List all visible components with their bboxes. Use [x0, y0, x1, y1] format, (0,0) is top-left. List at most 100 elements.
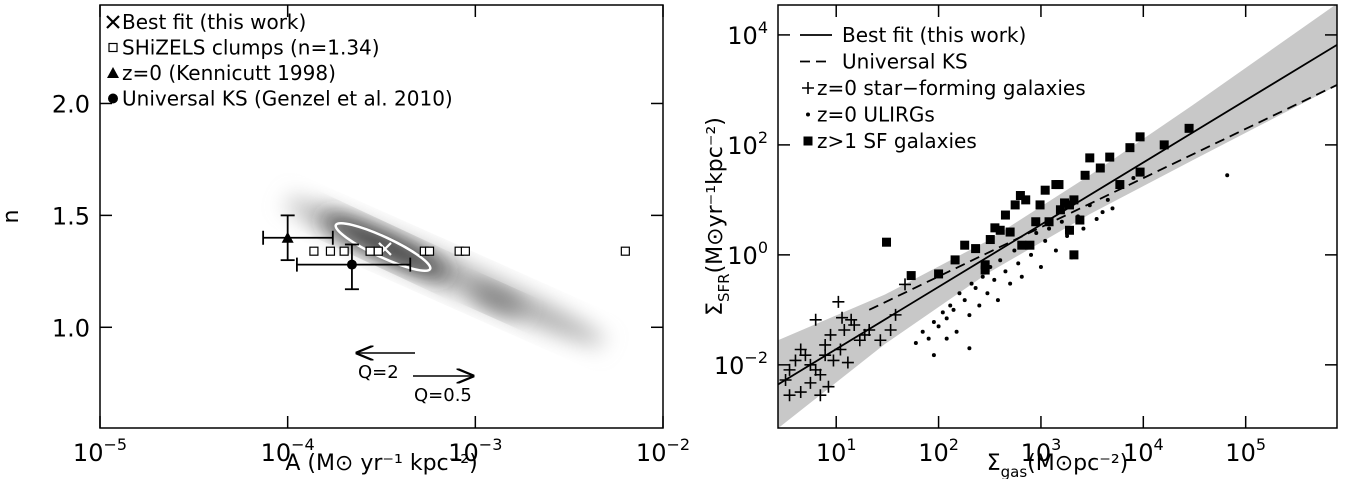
tick-exponent: 2 — [758, 128, 768, 147]
square-marker — [460, 246, 470, 256]
legend-label: Universal KS — [842, 50, 968, 74]
plus-marker — [836, 311, 849, 324]
square-marker — [424, 246, 435, 256]
legend-label: Universal KS (Genzel et al. 2010) — [122, 87, 453, 111]
circle-marker — [346, 259, 357, 270]
tick-base: 1.0 — [52, 314, 90, 342]
dot-marker — [1003, 269, 1008, 274]
tick-exponent: −5 — [103, 435, 127, 454]
tick-label: 104 — [727, 18, 768, 50]
axis-title-unit: (M⊙pc⁻²) — [1027, 451, 1128, 476]
square-marker — [1021, 195, 1031, 205]
dot-marker — [1100, 210, 1105, 215]
dot-marker — [1225, 173, 1230, 178]
likelihood-density — [285, 199, 605, 345]
square-marker — [1064, 200, 1074, 210]
plus-marker — [809, 313, 822, 326]
dot-marker — [1081, 226, 1086, 231]
dot-marker — [954, 329, 959, 334]
square-marker — [1069, 195, 1079, 205]
annotation: Q=2 — [358, 362, 399, 383]
tick-base: 10 — [918, 439, 949, 467]
square-marker — [882, 237, 892, 247]
plus-marker — [779, 373, 792, 386]
dot-marker — [1047, 226, 1052, 231]
dot-marker — [913, 340, 918, 345]
dot-marker — [969, 281, 974, 286]
square-marker — [990, 223, 1000, 233]
tick-base: 10 — [448, 439, 479, 467]
dot-marker — [806, 112, 810, 117]
dot-marker — [980, 274, 985, 279]
legend-label: z=0 (Kennicutt 1998) — [122, 61, 336, 85]
square-marker — [1015, 191, 1025, 201]
confidence-contour — [334, 221, 432, 273]
dot-marker — [951, 307, 956, 312]
square-marker — [950, 255, 960, 265]
dot-marker — [985, 291, 990, 296]
square-marker — [971, 244, 981, 254]
dot-marker — [926, 336, 931, 341]
plot-frame — [99, 4, 664, 429]
plus-marker — [822, 380, 835, 393]
square-marker — [1055, 205, 1065, 215]
dot-marker — [995, 298, 1000, 303]
plus-marker — [899, 278, 912, 291]
tick-exponent: −2 — [744, 348, 768, 367]
tick-exponent: 3 — [1051, 435, 1061, 454]
axis-title-subscript: gas — [1001, 463, 1028, 479]
legend-label: z=0 star−forming galaxies — [817, 76, 1086, 100]
tick-base: 10 — [816, 439, 847, 467]
square-marker — [339, 246, 349, 256]
tick-exponent: 4 — [1153, 435, 1163, 454]
fit-line — [868, 84, 1337, 311]
plus-marker — [845, 313, 858, 326]
tick-exponent: −3 — [479, 435, 503, 454]
square-marker — [373, 246, 383, 256]
plot-area — [262, 214, 630, 291]
dot-marker — [931, 353, 936, 358]
dot-marker — [998, 258, 1003, 263]
square-marker — [1095, 163, 1105, 173]
annotation: Q=0.5 — [414, 385, 472, 406]
plus-marker — [841, 356, 854, 369]
tick-label: 103 — [1021, 435, 1062, 467]
plus-marker — [889, 308, 902, 321]
axis-title-subscript: SFR — [715, 273, 733, 302]
square-marker — [365, 246, 375, 256]
square-marker — [1040, 185, 1050, 195]
axis-title: n — [0, 210, 24, 224]
legend-label: z=0 ULIRGs — [817, 103, 935, 127]
axis-title: A (M⊙ yr⁻¹ kpc⁻²) — [285, 451, 477, 476]
square-marker — [1184, 123, 1194, 133]
plus-marker — [799, 349, 812, 362]
dot-marker — [967, 346, 972, 351]
tick-exponent: −2 — [666, 435, 690, 454]
square-marker — [803, 136, 813, 146]
x-marker — [106, 15, 120, 29]
square-marker — [620, 246, 630, 256]
legend-label: SHiZELS clumps (n=1.34) — [122, 36, 380, 60]
plus-marker — [848, 319, 861, 332]
axis-title: Σgas(M⊙pc⁻²) — [987, 451, 1129, 479]
dot-marker — [944, 316, 949, 321]
square-marker — [1054, 180, 1064, 190]
uncertainty-band — [778, 5, 1337, 428]
square-marker — [108, 42, 118, 53]
square-marker — [906, 271, 916, 281]
tick-base: 10 — [727, 242, 758, 270]
tick-label: 102 — [727, 128, 768, 160]
square-marker — [980, 260, 990, 270]
tick-label: 101 — [816, 435, 857, 467]
square-marker — [1159, 140, 1169, 150]
tick-label: 10−2 — [636, 435, 690, 467]
dot-marker — [931, 320, 936, 325]
dot-marker — [1034, 230, 1039, 235]
tick-label: 102 — [918, 435, 959, 467]
square-marker — [1017, 240, 1027, 250]
square-marker — [960, 240, 970, 250]
square-marker — [1115, 180, 1125, 190]
triangle-marker — [107, 67, 119, 78]
plus-marker — [804, 358, 817, 371]
